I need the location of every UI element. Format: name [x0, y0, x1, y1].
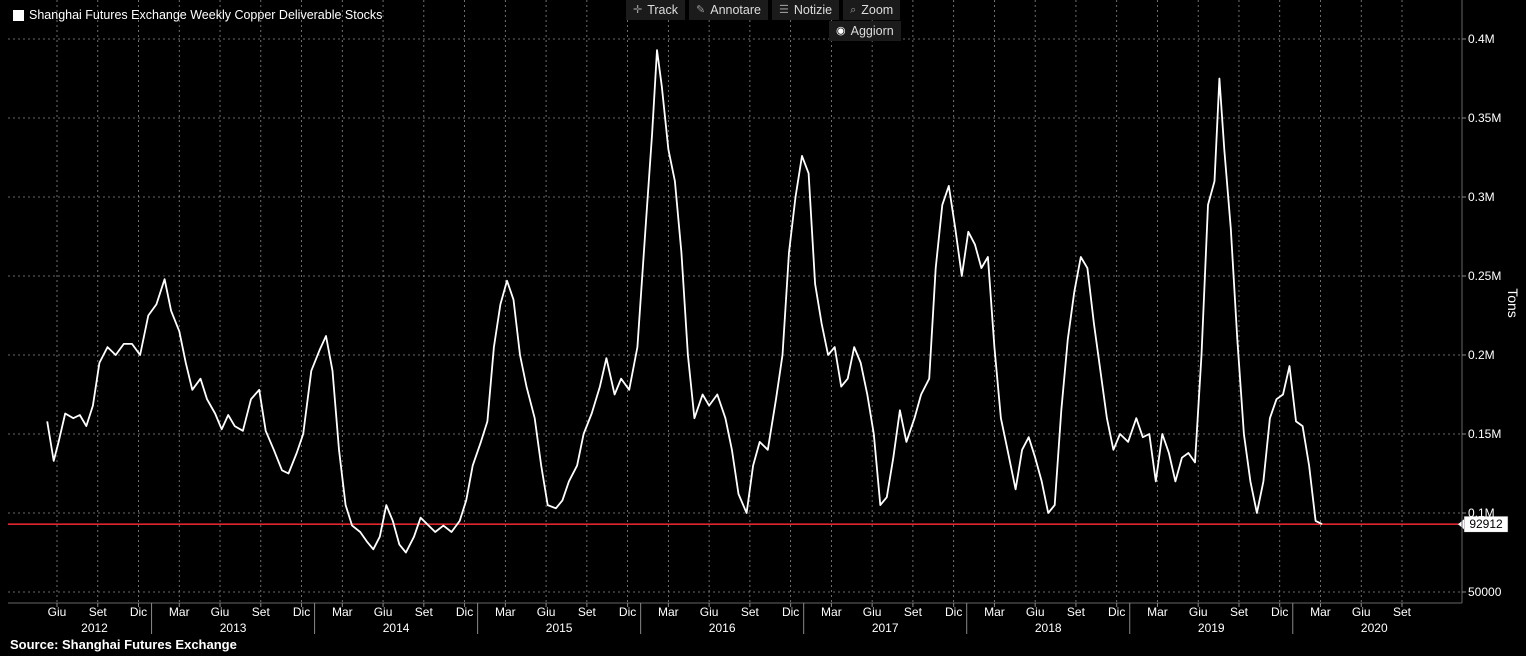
x-tick-label-month: Set	[578, 605, 597, 619]
x-tick-label-month: Set	[1067, 605, 1086, 619]
track-label: Track	[647, 3, 679, 17]
x-tick-label-month: Dic	[1108, 605, 1125, 619]
annotate-button[interactable]: ✎ Annotare	[689, 0, 768, 20]
x-tick-label-month: Giu	[537, 605, 556, 619]
zoom-label: Zoom	[861, 3, 894, 17]
track-button[interactable]: ✛ Track	[626, 0, 686, 20]
reference-value-label: 92912	[1469, 517, 1503, 531]
y-tick-label: 0.35M	[1468, 111, 1501, 125]
x-tick-label-month: Dic	[1271, 605, 1288, 619]
magnifier-icon: ⌕	[850, 4, 857, 16]
x-tick-label-year: 2015	[546, 621, 573, 635]
legend: Shanghai Futures Exchange Weekly Copper …	[13, 8, 382, 22]
y-tick-label: 50000	[1468, 585, 1502, 599]
x-tick-label-month: Mar	[984, 605, 1005, 619]
x-tick-label-month: Set	[1230, 605, 1249, 619]
x-tick-label-month: Giu	[1026, 605, 1045, 619]
refresh-radio-icon: ◉	[836, 25, 846, 37]
x-tick-label-month: Set	[741, 605, 760, 619]
chart-toolbar: ✛ Track ✎ Annotare ☰ Notizie ⌕ Zoom	[626, 0, 901, 20]
pencil-icon: ✎	[696, 4, 706, 16]
y-tick-label: 0.3M	[1468, 190, 1495, 204]
x-tick-label-year: 2019	[1198, 621, 1225, 635]
reference-value-pointer	[1458, 519, 1464, 530]
y-tick-label: 0.2M	[1468, 348, 1495, 362]
x-tick-label-month: Dic	[456, 605, 473, 619]
x-tick-label-month: Dic	[293, 605, 310, 619]
refresh-label: Aggiorn	[850, 24, 894, 38]
x-axis: Giu Set Dic Mar Giu Set Dic Mar Giu Set Dic Mar Giu S…	[8, 602, 1462, 635]
x-tick-label-year: 2017	[872, 621, 899, 635]
x-tick-label-month: Mar	[332, 605, 353, 619]
x-tick-label-month: Mar	[1147, 605, 1168, 619]
x-tick-label-year: 2012	[81, 621, 108, 635]
x-tick-label-month: Giu	[48, 605, 67, 619]
legend-label: Shanghai Futures Exchange Weekly Copper …	[29, 8, 383, 22]
source-note: Source: Shanghai Futures Exchange	[10, 637, 237, 652]
x-tick-label-month: Dic	[782, 605, 799, 619]
x-tick-label-month: Set	[252, 605, 271, 619]
x-tick-label-month: Set	[89, 605, 108, 619]
x-tick-label-month: Mar	[821, 605, 842, 619]
x-tick-label-month: Mar	[1310, 605, 1331, 619]
x-tick-label-year: 2013	[220, 621, 247, 635]
legend-swatch	[13, 9, 24, 21]
x-tick-label-month: Mar	[495, 605, 516, 619]
y-tick-label: 0.1M	[1468, 506, 1495, 520]
x-tick-label-month: Set	[904, 605, 923, 619]
annotate-label: Annotare	[710, 3, 761, 17]
y-tick-label: 0.25M	[1468, 269, 1501, 283]
grid	[8, 0, 1462, 603]
news-label: Notizie	[793, 3, 833, 17]
x-tick-label-year: 2016	[709, 621, 736, 635]
x-tick-label-month: Giu	[863, 605, 882, 619]
x-tick-label-month: Giu	[1352, 605, 1371, 619]
series-line-copper-stocks	[46, 49, 1323, 554]
crosshair-icon: ✛	[633, 4, 643, 16]
refresh-button[interactable]: ◉ Aggiorn	[829, 21, 901, 41]
news-icon: ☰	[778, 4, 789, 16]
x-tick-label-month: Giu	[211, 605, 230, 619]
x-tick-label-year: 2018	[1035, 621, 1062, 635]
y-tick-label: 0.15M	[1468, 427, 1501, 441]
x-tick-label-month: Giu	[1189, 605, 1208, 619]
x-tick-label-month: Giu	[700, 605, 719, 619]
y-axis-label: Tons	[1505, 288, 1521, 318]
x-tick-label-month: Mar	[169, 605, 190, 619]
news-button[interactable]: ☰ Notizie	[771, 0, 840, 20]
x-tick-label-month: Giu	[374, 605, 393, 619]
x-tick-label-month: Set	[415, 605, 434, 619]
x-tick-label-month: Dic	[945, 605, 962, 619]
reference-line-group: 92912	[8, 515, 1509, 533]
y-tick-label: 0.4M	[1468, 32, 1495, 46]
x-tick-label-year: 2014	[383, 621, 410, 635]
zoom-button[interactable]: ⌕ Zoom	[843, 0, 901, 20]
y-axis: 50000 0.1M 0.15M 0.2M 0.25M 0.3M 0.35M 0.4M Tons	[1461, 0, 1521, 603]
x-tick-label-month: Dic	[130, 605, 147, 619]
x-tick-label-year: 2020	[1361, 621, 1388, 635]
x-tick-label-month: Dic	[619, 605, 636, 619]
x-tick-label-month: Mar	[658, 605, 679, 619]
x-tick-label-month: Set	[1393, 605, 1412, 619]
